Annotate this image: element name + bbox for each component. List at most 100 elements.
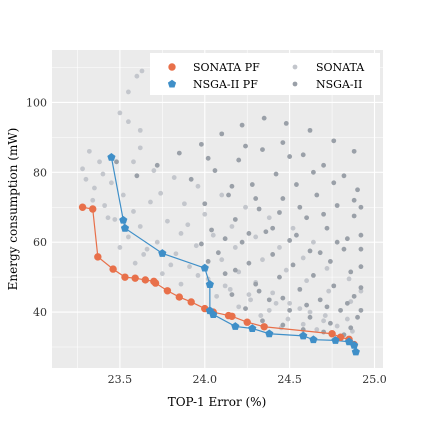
data-point-sonata bbox=[137, 145, 143, 151]
legend-label-nsga-ii: NSGA-II bbox=[316, 78, 362, 91]
data-point-nsga-ii bbox=[300, 152, 306, 158]
data-point-sonata bbox=[92, 185, 97, 191]
x-axis-label: TOP-1 Error (%) bbox=[168, 395, 267, 409]
data-point-nsga-ii bbox=[331, 180, 337, 186]
data-point-nsga-ii bbox=[314, 192, 320, 198]
data-point-sonata bbox=[158, 190, 164, 196]
data-point-sonata bbox=[86, 148, 92, 154]
data-point-nsga-ii bbox=[334, 239, 340, 245]
data-point-sonata bbox=[144, 246, 150, 252]
data-point-sonata bbox=[266, 215, 272, 221]
pf-point-nsga-ii-pf bbox=[331, 336, 340, 344]
data-point-sonata bbox=[187, 264, 192, 270]
data-point-nsga-ii bbox=[355, 314, 360, 320]
data-point-sonata bbox=[214, 293, 220, 299]
pf-point-sonata-pf bbox=[131, 274, 139, 282]
data-point-nsga-ii bbox=[260, 318, 265, 324]
data-point-sonata bbox=[219, 192, 225, 198]
data-point-sonata bbox=[321, 318, 326, 324]
y-tick-label: 100 bbox=[26, 96, 47, 109]
x-tick-labels: 23.5 24.0 24.5 25.0 bbox=[108, 373, 387, 386]
data-point-nsga-ii bbox=[358, 246, 364, 252]
data-point-nsga-ii bbox=[351, 213, 357, 219]
pf-point-sonata-pf bbox=[141, 276, 150, 284]
data-point-nsga-ii bbox=[327, 320, 333, 326]
data-point-nsga-ii bbox=[283, 120, 289, 126]
data-point-sonata bbox=[285, 316, 291, 322]
legend-label-sonata-pf: SONATA PF bbox=[193, 61, 260, 74]
data-point-sonata bbox=[151, 168, 157, 173]
data-point-sonata bbox=[171, 175, 177, 180]
pf-point-nsga-ii-pf bbox=[265, 329, 274, 338]
data-point-sonata bbox=[141, 252, 147, 257]
data-point-sonata bbox=[154, 239, 160, 245]
data-point-sonata bbox=[193, 243, 199, 249]
data-point-nsga-ii bbox=[304, 302, 310, 308]
data-point-nsga-ii bbox=[344, 236, 350, 242]
data-point-nsga-ii bbox=[209, 227, 214, 233]
data-point-nsga-ii bbox=[256, 206, 262, 212]
data-point-nsga-ii bbox=[280, 196, 286, 201]
x-tick-label: 25.0 bbox=[362, 373, 387, 386]
data-point-nsga-ii bbox=[307, 127, 313, 133]
data-point-nsga-ii bbox=[321, 162, 326, 168]
data-point-sonata bbox=[125, 89, 131, 95]
y-tick-label: 80 bbox=[33, 166, 47, 179]
data-point-nsga-ii bbox=[297, 286, 303, 292]
data-point-nsga-ii bbox=[351, 148, 357, 154]
data-point-nsga-ii bbox=[338, 307, 343, 313]
pf-point-nsga-ii-pf bbox=[119, 215, 128, 224]
pf-point-sonata-pf bbox=[175, 293, 184, 301]
legend-marker-sonata bbox=[292, 64, 298, 70]
data-point-nsga-ii bbox=[331, 138, 337, 144]
pf-point-sonata-pf bbox=[228, 312, 236, 320]
data-point-nsga-ii bbox=[270, 252, 276, 257]
data-point-nsga-ii bbox=[226, 192, 231, 198]
data-point-nsga-ii bbox=[215, 250, 221, 256]
data-point-sonata bbox=[83, 176, 89, 182]
data-point-nsga-ii bbox=[311, 272, 316, 278]
data-point-nsga-ii bbox=[277, 274, 282, 280]
data-point-nsga-ii bbox=[154, 162, 160, 168]
data-point-nsga-ii bbox=[317, 297, 323, 303]
legend: SONATA PF NSGA-II PF SONATA NSGA-II bbox=[150, 53, 380, 95]
data-point-nsga-ii bbox=[229, 292, 235, 298]
data-point-nsga-ii bbox=[280, 140, 286, 146]
pf-point-sonata-pf bbox=[260, 323, 268, 331]
data-point-nsga-ii bbox=[212, 168, 218, 173]
data-point-sonata bbox=[324, 266, 330, 271]
data-point-sonata bbox=[287, 300, 293, 306]
pf-point-sonata-pf bbox=[89, 205, 97, 213]
data-point-nsga-ii bbox=[243, 306, 248, 311]
data-point-nsga-ii bbox=[358, 232, 364, 238]
data-point-nsga-ii bbox=[261, 115, 267, 121]
data-point-nsga-ii bbox=[341, 173, 347, 179]
pf-point-sonata-pf bbox=[94, 253, 102, 261]
data-point-nsga-ii bbox=[294, 232, 299, 238]
data-point-sonata bbox=[344, 316, 350, 322]
data-point-nsga-ii bbox=[321, 211, 326, 217]
data-point-sonata bbox=[109, 180, 114, 186]
data-point-nsga-ii bbox=[222, 271, 228, 277]
pf-point-nsga-ii-pf bbox=[350, 340, 359, 349]
data-point-sonata bbox=[80, 166, 85, 172]
data-point-sonata bbox=[273, 300, 279, 306]
data-point-sonata bbox=[131, 159, 136, 165]
data-point-nsga-ii bbox=[290, 262, 296, 268]
data-point-sonata bbox=[185, 222, 191, 228]
data-point-sonata bbox=[243, 204, 248, 210]
data-point-nsga-ii bbox=[304, 215, 310, 221]
data-point-nsga-ii bbox=[114, 159, 119, 165]
data-point-sonata bbox=[358, 288, 364, 294]
data-point-sonata bbox=[266, 307, 272, 313]
pf-point-nsga-ii-pf bbox=[299, 331, 308, 340]
data-point-sonata bbox=[102, 203, 108, 208]
pf-point-nsga-ii-pf bbox=[107, 152, 116, 161]
data-point-nsga-ii bbox=[253, 281, 259, 287]
data-point-nsga-ii bbox=[202, 201, 208, 207]
pf-point-sonata-pf bbox=[78, 203, 87, 211]
data-point-nsga-ii bbox=[324, 304, 330, 310]
pf-point-sonata-pf bbox=[187, 298, 195, 306]
data-point-sonata bbox=[322, 313, 328, 318]
data-point-nsga-ii bbox=[239, 122, 245, 128]
